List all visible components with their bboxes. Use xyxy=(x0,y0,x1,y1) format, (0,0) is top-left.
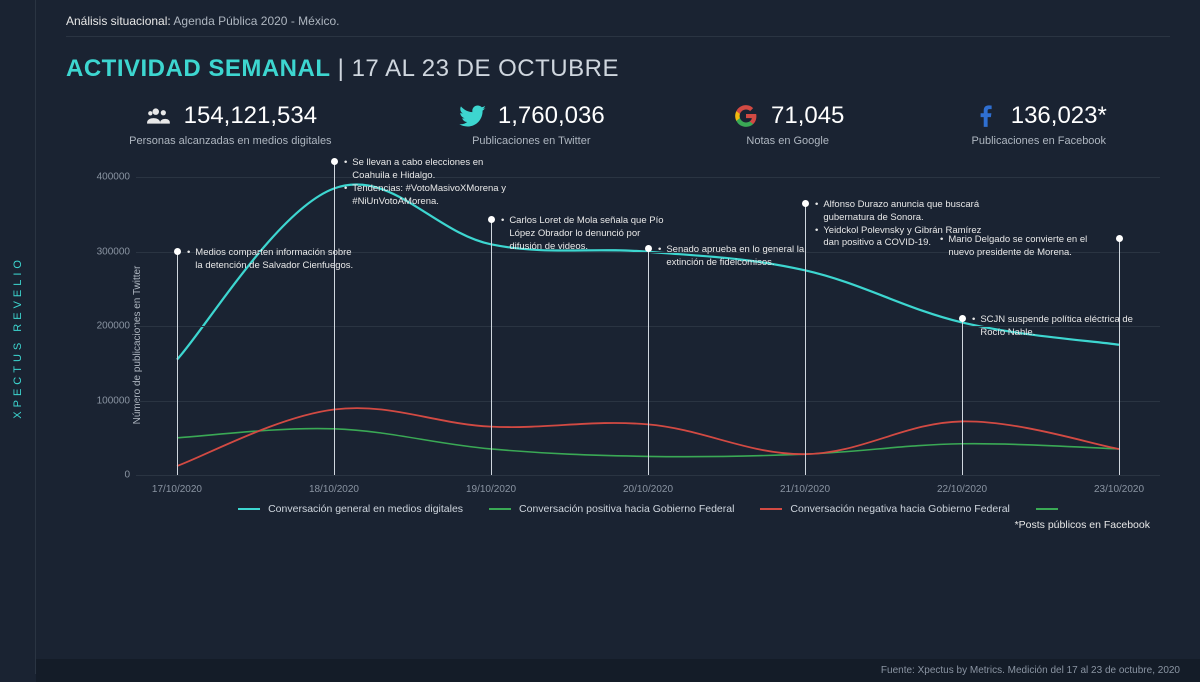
header-value: Agenda Pública 2020 - México. xyxy=(173,14,339,28)
y-tick: 100000 xyxy=(86,395,130,406)
callout-line: Se llevan a cabo elecciones en Coahuila … xyxy=(344,157,514,183)
legend-label: Conversación negativa hacia Gobierno Fed… xyxy=(790,503,1009,515)
stat-block: 154,121,534 Personas alcanzadas en medio… xyxy=(129,101,331,147)
source-rest: Medición del 17 al 23 de octubre, 2020 xyxy=(1005,665,1180,676)
stat-label: Personas alcanzadas en medios digitales xyxy=(129,135,331,147)
header-label: Análisis situacional: xyxy=(66,14,171,28)
callout-dot xyxy=(174,248,181,255)
x-tick: 22/10/2020 xyxy=(937,484,987,495)
grid-line xyxy=(136,177,1160,178)
source-bar: Fuente: Xpectus by Metrics. Medición del… xyxy=(36,659,1200,682)
callout-text: Medios comparten información sobre la de… xyxy=(187,247,357,273)
stat-block: 136,023* Publicaciones en Facebook xyxy=(971,101,1107,147)
legend-item xyxy=(1036,503,1058,515)
stats-row: 154,121,534 Personas alcanzadas en medio… xyxy=(66,101,1170,147)
callout-text: Mario Delgado se convierte en el nuevo p… xyxy=(940,234,1110,260)
title-sep: | xyxy=(331,55,352,82)
legend-swatch xyxy=(489,508,511,510)
legend-swatch xyxy=(760,508,782,510)
x-tick: 21/10/2020 xyxy=(780,484,830,495)
legend-item: Conversación general en medios digitales xyxy=(238,503,463,515)
legend-item: Conversación negativa hacia Gobierno Fed… xyxy=(760,503,1009,515)
people-icon xyxy=(144,101,174,131)
callout-dot xyxy=(645,245,652,252)
title-main: ACTIVIDAD SEMANAL xyxy=(66,55,331,82)
stat-block: 71,045 Notas en Google xyxy=(731,101,844,147)
callout-line: SCJN suspende política eléctrica de Rocí… xyxy=(972,314,1142,340)
footnote: *Posts públicos en Facebook xyxy=(1015,519,1150,531)
callout-line: Medios comparten información sobre la de… xyxy=(187,247,357,273)
legend-swatch xyxy=(1036,508,1058,510)
x-tick: 19/10/2020 xyxy=(466,484,516,495)
callout-line: Senado aprueba en lo general la extinció… xyxy=(658,244,828,270)
callout-line: Mario Delgado se convierte en el nuevo p… xyxy=(940,234,1110,260)
legend-label: Conversación positiva hacia Gobierno Fed… xyxy=(519,503,734,515)
grid-line xyxy=(136,475,1160,476)
x-tick: 23/10/2020 xyxy=(1094,484,1144,495)
y-tick: 200000 xyxy=(86,321,130,332)
stat-value: 136,023* xyxy=(1011,102,1107,130)
stat-block: 1,760,036 Publicaciones en Twitter xyxy=(458,101,605,147)
google-icon xyxy=(731,101,761,131)
chart: 010000020000030000040000017/10/202018/10… xyxy=(136,155,1160,475)
callout-line: Alfonso Durazo anuncia que buscará guber… xyxy=(815,199,985,225)
title-sub: 17 AL 23 DE OCTUBRE xyxy=(352,55,619,82)
callout-text: Senado aprueba en lo general la extinció… xyxy=(658,244,828,270)
callout: Senado aprueba en lo general la extinció… xyxy=(648,248,649,475)
stat-value: 1,760,036 xyxy=(498,102,605,130)
y-tick: 400000 xyxy=(86,172,130,183)
chart-wrap: Número de publicaciones en Twitter 01000… xyxy=(66,155,1170,535)
callout: Mario Delgado se convierte en el nuevo p… xyxy=(1119,238,1120,475)
callout: Se llevan a cabo elecciones en Coahuila … xyxy=(334,161,335,475)
callout: SCJN suspende política eléctrica de Rocí… xyxy=(962,318,963,475)
x-tick: 17/10/2020 xyxy=(152,484,202,495)
callout-line: Tendencias: #VotoMasivoXMorena y #NiUnVo… xyxy=(344,183,514,209)
callout-dot xyxy=(802,200,809,207)
stat-label: Publicaciones en Facebook xyxy=(972,135,1107,147)
legend-swatch xyxy=(238,508,260,510)
chart-legend: Conversación general en medios digitales… xyxy=(136,503,1160,515)
y-tick: 300000 xyxy=(86,246,130,257)
callout-text: Se llevan a cabo elecciones en Coahuila … xyxy=(344,157,514,208)
callout-text: SCJN suspende política eléctrica de Rocí… xyxy=(972,314,1142,340)
stat-value: 71,045 xyxy=(771,102,844,130)
stat-label: Publicaciones en Twitter xyxy=(472,135,590,147)
callout: Carlos Loret de Mola señala que Pío Lópe… xyxy=(491,219,492,475)
callout-dot xyxy=(488,216,495,223)
brand-sidebar: XPECTUS REVELIO xyxy=(0,0,36,674)
legend-item: Conversación positiva hacia Gobierno Fed… xyxy=(489,503,734,515)
legend-label: Conversación general en medios digitales xyxy=(268,503,463,515)
x-tick: 18/10/2020 xyxy=(309,484,359,495)
source-prefix: Fuente: xyxy=(881,665,918,676)
brand-text: XPECTUS REVELIO xyxy=(12,256,24,419)
callout: Alfonso Durazo anuncia que buscará guber… xyxy=(805,203,806,475)
source-brand: Xpectus by Metrics. xyxy=(918,665,1005,676)
content-area: Análisis situacional: Agenda Pública 202… xyxy=(36,0,1200,674)
callout: Medios comparten información sobre la de… xyxy=(177,251,178,475)
page-title: ACTIVIDAD SEMANAL | 17 AL 23 DE OCTUBRE xyxy=(66,55,1170,83)
facebook-icon xyxy=(971,101,1001,131)
stat-label: Notas en Google xyxy=(746,135,829,147)
x-tick: 20/10/2020 xyxy=(623,484,673,495)
twitter-icon xyxy=(458,101,488,131)
y-tick: 0 xyxy=(86,470,130,481)
stat-value: 154,121,534 xyxy=(184,102,317,130)
header: Análisis situacional: Agenda Pública 202… xyxy=(66,14,1170,37)
